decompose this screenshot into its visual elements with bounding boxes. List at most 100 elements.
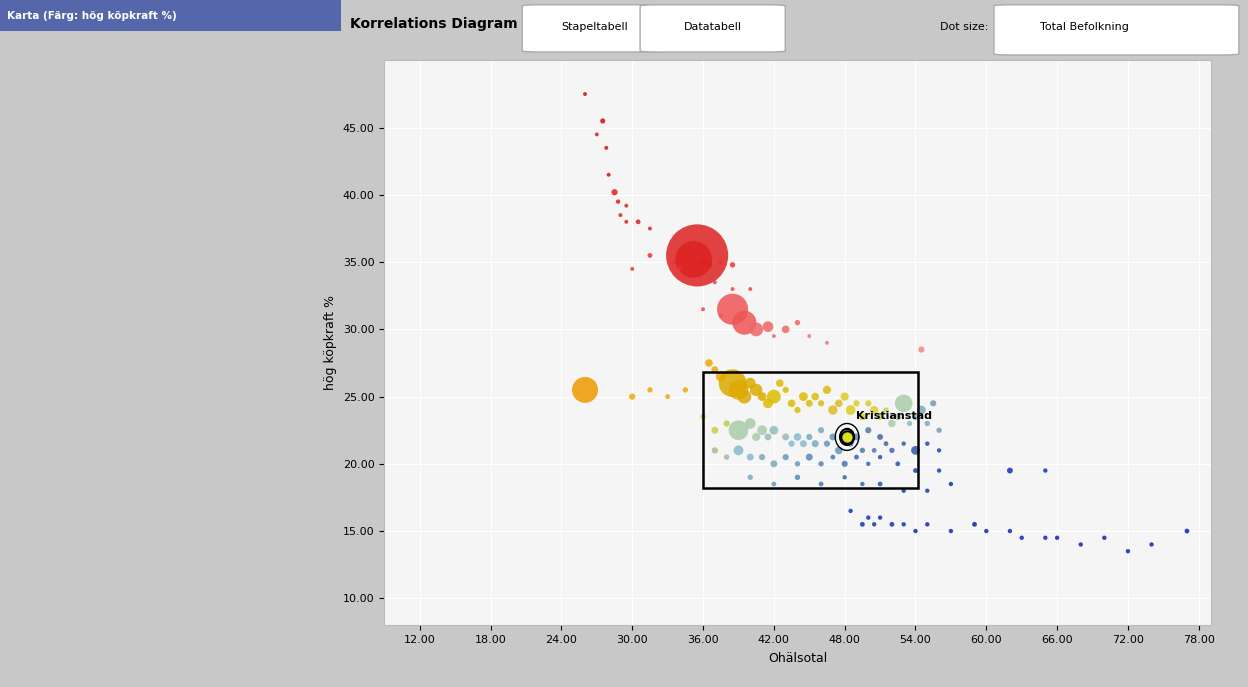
Point	[894, 438, 914, 449]
Point	[852, 519, 872, 530]
Point	[604, 187, 624, 198]
Text: Karta (Färg: hög köpkraft %): Karta (Färg: hög köpkraft %)	[6, 11, 176, 21]
Point	[1118, 545, 1138, 556]
Point	[787, 431, 807, 442]
Point	[906, 445, 926, 456]
Point	[817, 438, 837, 449]
Point	[764, 391, 784, 402]
Point	[764, 425, 784, 436]
Point	[917, 485, 937, 496]
Point	[776, 385, 796, 396]
Point	[664, 257, 684, 268]
Point	[734, 391, 754, 402]
Point	[906, 526, 926, 537]
FancyBboxPatch shape	[640, 5, 785, 52]
Point	[859, 398, 879, 409]
Text: Korrelations Diagram: Korrelations Diagram	[349, 17, 518, 31]
Point	[1071, 539, 1091, 550]
Point	[917, 418, 937, 429]
Point	[870, 431, 890, 442]
Point	[941, 478, 961, 489]
Point	[811, 478, 831, 489]
Point	[835, 472, 855, 483]
Point	[900, 418, 920, 429]
Point	[835, 391, 855, 402]
Point	[837, 431, 857, 442]
Point	[924, 398, 943, 409]
Point	[870, 478, 890, 489]
Point	[829, 445, 849, 456]
Point	[699, 259, 719, 270]
Point	[887, 412, 907, 423]
Point	[781, 398, 801, 409]
Point	[734, 317, 754, 328]
Point	[776, 324, 796, 335]
Point	[1142, 539, 1162, 550]
Point	[723, 259, 743, 270]
Point	[864, 405, 884, 416]
Point	[876, 438, 896, 449]
Point	[705, 445, 725, 456]
Point	[829, 398, 849, 409]
Point	[852, 478, 872, 489]
Point	[822, 451, 842, 462]
Point	[599, 169, 619, 180]
Point	[859, 458, 879, 469]
Point	[882, 418, 902, 429]
Point	[941, 526, 961, 537]
Point	[597, 142, 617, 153]
Text: Total Befolkning: Total Befolkning	[1041, 22, 1129, 32]
Point	[608, 196, 628, 207]
Point	[740, 472, 760, 483]
Point	[887, 458, 907, 469]
Point	[1177, 526, 1197, 537]
Point	[817, 337, 837, 348]
Point	[894, 398, 914, 409]
Point	[822, 431, 842, 442]
Point	[764, 458, 784, 469]
Point	[911, 344, 931, 355]
Point	[753, 425, 773, 436]
Point	[864, 445, 884, 456]
Point	[610, 210, 630, 221]
Point	[705, 425, 725, 436]
Point	[723, 378, 743, 389]
Point	[753, 391, 773, 402]
Point	[753, 451, 773, 462]
Point	[740, 418, 760, 429]
Point	[870, 412, 890, 423]
Point	[794, 438, 814, 449]
Point	[1000, 465, 1020, 476]
Point	[711, 257, 731, 268]
Point	[723, 304, 743, 315]
Point	[699, 357, 719, 368]
Point	[746, 385, 766, 396]
Point	[693, 304, 713, 315]
Point	[894, 485, 914, 496]
Point	[711, 371, 731, 382]
Point	[740, 451, 760, 462]
Point	[729, 425, 749, 436]
Point	[575, 385, 595, 396]
X-axis label: Ohälsotal: Ohälsotal	[768, 652, 827, 665]
Point	[852, 412, 872, 423]
Point	[805, 391, 825, 402]
Point	[740, 378, 760, 389]
Point	[805, 438, 825, 449]
Point	[846, 431, 866, 442]
Point	[882, 445, 902, 456]
Point	[716, 418, 736, 429]
Point	[764, 330, 784, 341]
Bar	[703, 372, 917, 488]
Point	[852, 445, 872, 456]
Point	[841, 438, 861, 449]
Point	[811, 398, 831, 409]
Point	[859, 425, 879, 436]
Point	[723, 284, 743, 295]
Point	[841, 506, 861, 517]
Point	[764, 478, 784, 489]
Point	[688, 250, 708, 261]
Point	[758, 398, 778, 409]
Point	[929, 445, 948, 456]
Point	[575, 89, 595, 100]
